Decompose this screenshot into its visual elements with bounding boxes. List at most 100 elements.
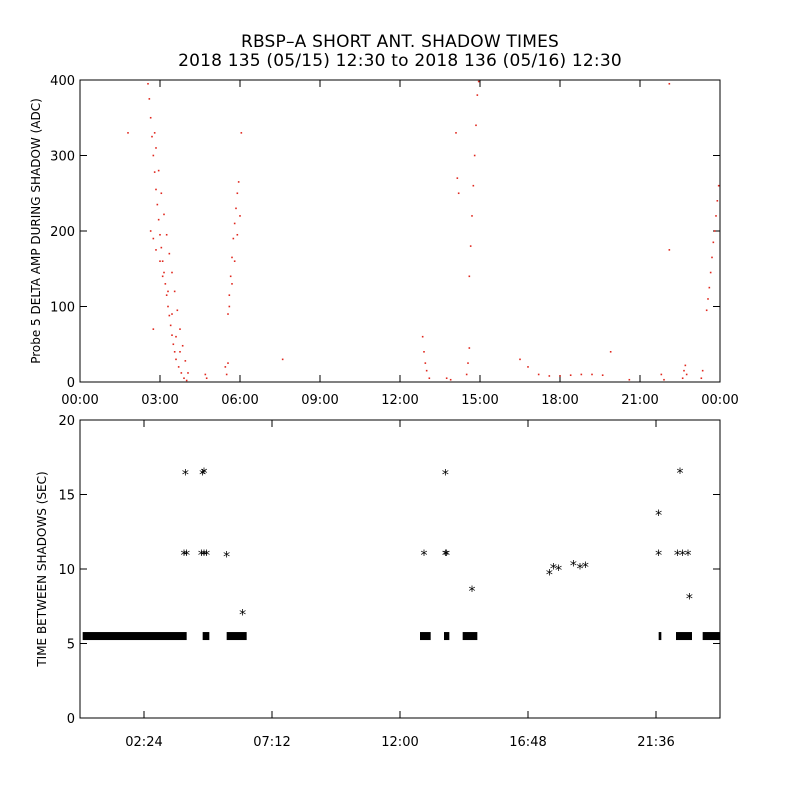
top-data-point bbox=[185, 379, 188, 382]
bottom-x-tick-label: 21:36 bbox=[637, 735, 674, 750]
top-data-point bbox=[164, 283, 167, 285]
top-data-point bbox=[468, 275, 471, 278]
bottom-y-tick-label: 5 bbox=[67, 638, 75, 653]
top-data-point bbox=[709, 271, 712, 274]
top-data-point bbox=[457, 192, 460, 195]
bottom-data-point: * bbox=[686, 591, 693, 607]
bottom-data-band bbox=[702, 632, 720, 641]
top-y-axis-label: Probe 5 DELTA AMP DURING SHADOW (ADC) bbox=[29, 98, 43, 364]
top-data-point bbox=[449, 378, 452, 381]
top-data-point bbox=[424, 362, 427, 364]
top-data-point bbox=[152, 237, 155, 240]
top-data-point bbox=[537, 373, 540, 376]
top-data-point bbox=[227, 313, 229, 315]
top-x-tick-label: 00:00 bbox=[701, 393, 738, 408]
top-data-point bbox=[233, 222, 236, 225]
top-x-tick-label: 00:00 bbox=[61, 393, 98, 408]
bottom-data-band bbox=[462, 632, 478, 641]
top-data-point bbox=[187, 372, 189, 374]
top-data-point bbox=[157, 169, 160, 172]
top-data-point bbox=[161, 260, 164, 262]
top-data-point bbox=[445, 377, 448, 380]
top-data-point bbox=[236, 233, 239, 236]
bottom-panel: 02:24 07:12 12:00 16:48 21:36 0 5 10 15 20 TIME BE… bbox=[35, 414, 721, 750]
top-data-point bbox=[149, 116, 152, 119]
top-data-point bbox=[177, 366, 180, 368]
top-data-point bbox=[231, 256, 233, 259]
top-data-point bbox=[180, 372, 183, 374]
top-data-point bbox=[205, 377, 208, 380]
top-data-point bbox=[240, 132, 243, 134]
bottom-data-point: * bbox=[550, 562, 557, 578]
top-data-point bbox=[715, 215, 717, 217]
bottom-data-point: * bbox=[674, 548, 681, 564]
bottom-data-point: * bbox=[469, 584, 476, 600]
top-data-point bbox=[716, 200, 719, 202]
top-y-tick-label: 300 bbox=[50, 150, 75, 165]
top-data-point bbox=[609, 351, 612, 353]
bottom-data-point: * bbox=[582, 560, 589, 576]
top-data-point bbox=[471, 215, 473, 217]
bottom-data-point: * bbox=[223, 550, 230, 566]
top-data-point bbox=[701, 369, 704, 372]
top-data-point bbox=[151, 135, 153, 138]
bottom-data-band bbox=[202, 632, 210, 641]
top-y-tick-label: 400 bbox=[50, 74, 75, 89]
top-data-point bbox=[148, 98, 151, 100]
top-x-tick-label: 15:00 bbox=[461, 393, 498, 408]
top-data-point bbox=[160, 192, 163, 195]
top-data-point bbox=[663, 378, 665, 381]
top-panel: 00:00 03:00 06:00 09:00 12:00 15:00 18:00 21:00… bbox=[29, 74, 739, 408]
top-data-point bbox=[428, 377, 431, 380]
top-data-point bbox=[660, 373, 663, 376]
top-data-point bbox=[668, 249, 671, 251]
top-data-point bbox=[165, 233, 168, 236]
top-data-point bbox=[175, 335, 177, 338]
top-data-point bbox=[165, 294, 168, 296]
bottom-data-point: * bbox=[546, 567, 553, 583]
bottom-data-point: * bbox=[182, 468, 189, 484]
top-data-point bbox=[168, 252, 171, 255]
top-data-point bbox=[169, 324, 172, 327]
top-data-point bbox=[236, 192, 239, 195]
top-data-point bbox=[711, 256, 713, 259]
top-data-point bbox=[147, 82, 149, 85]
bottom-data-band bbox=[444, 632, 450, 641]
top-data-point bbox=[168, 314, 171, 317]
top-data-point bbox=[184, 360, 187, 362]
top-data-point bbox=[155, 249, 157, 251]
top-data-point bbox=[127, 132, 129, 134]
top-data-point bbox=[228, 294, 231, 296]
top-data-point bbox=[155, 147, 157, 149]
top-data-point bbox=[159, 260, 161, 262]
top-data-point bbox=[171, 271, 173, 274]
bottom-data-point: * bbox=[577, 562, 584, 578]
top-data-point bbox=[717, 184, 720, 187]
bottom-y-tick-label: 20 bbox=[58, 414, 75, 429]
top-data-point bbox=[473, 154, 476, 157]
top-data-point bbox=[527, 366, 529, 368]
bottom-data-point: * bbox=[198, 548, 205, 564]
bottom-data-point: * bbox=[201, 466, 208, 482]
top-data-point bbox=[421, 335, 424, 338]
bottom-data-band bbox=[676, 632, 692, 641]
top-data-point bbox=[681, 377, 684, 380]
top-data-point bbox=[163, 271, 165, 274]
top-data-point bbox=[683, 369, 685, 372]
top-data-point bbox=[475, 124, 477, 127]
top-data-point bbox=[477, 80, 480, 83]
top-data-point bbox=[712, 241, 715, 244]
top-data-point bbox=[157, 218, 160, 221]
top-data-point bbox=[167, 305, 169, 308]
top-data-point bbox=[469, 245, 472, 247]
top-data-point bbox=[175, 358, 177, 361]
bottom-plot-frame bbox=[79, 419, 721, 719]
bottom-y-tick-label: 0 bbox=[67, 712, 75, 727]
top-data-point bbox=[183, 377, 185, 380]
bottom-data-band bbox=[226, 632, 247, 641]
top-data-point bbox=[161, 275, 164, 278]
top-data-point bbox=[237, 181, 240, 183]
top-y-tick-label: 100 bbox=[50, 301, 75, 316]
bottom-data-band bbox=[82, 632, 187, 641]
